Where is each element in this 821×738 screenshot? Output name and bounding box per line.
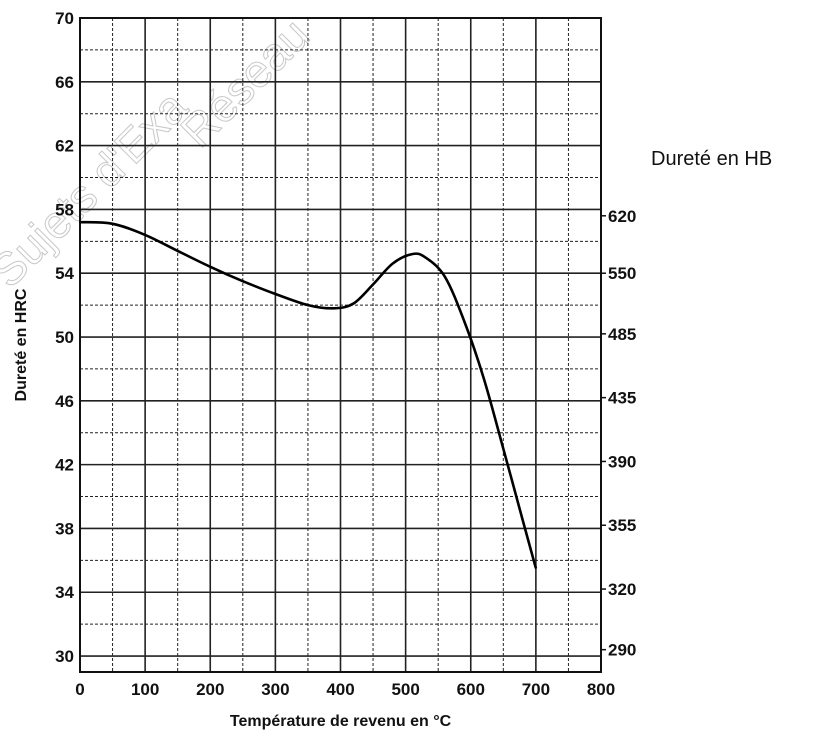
hb-tick-label: 320 (608, 580, 636, 599)
x-tick-label: 100 (131, 680, 159, 699)
data-point (144, 234, 146, 236)
data-point (352, 302, 355, 305)
x-tick-label: 500 (391, 680, 419, 699)
hb-tick-label: 435 (608, 389, 636, 408)
data-point (111, 222, 114, 225)
data-point (274, 293, 277, 295)
hb-tick-label: 355 (608, 516, 636, 535)
x-tick-labels: 0 100 200 300 400 500 600 700 800 (75, 680, 615, 699)
data-point (242, 280, 244, 282)
x-tick-label: 300 (261, 680, 289, 699)
y-tick-label: 54 (55, 264, 74, 283)
hb-tick-label: 550 (608, 264, 636, 283)
y-tick-label: 58 (55, 200, 74, 219)
y-tick-label: 70 (55, 9, 74, 28)
data-point (463, 320, 466, 322)
data-point (502, 447, 505, 450)
y-tick-label: 38 (55, 519, 74, 538)
series-layer (79, 220, 538, 570)
hb-tick-label: 485 (608, 325, 636, 344)
data-point (443, 275, 446, 278)
y-tick-label: 50 (55, 328, 74, 347)
data-point (391, 262, 394, 265)
y-tick-label: 62 (55, 137, 74, 156)
y-axis-title: Dureté en HRC (13, 288, 30, 401)
x-tick-label: 700 (522, 680, 550, 699)
watermark-text: Sujets d'Exa (0, 80, 197, 297)
y-tick-label: 30 (55, 647, 74, 666)
hb-tick-labels: 620 550 485 435 390 355 320 290 (601, 207, 636, 660)
data-point (209, 266, 212, 268)
y-tick-label: 34 (55, 583, 74, 602)
data-point (79, 221, 81, 223)
x-tick-label: 400 (326, 680, 354, 699)
hb-tick-label: 390 (608, 452, 636, 471)
x-axis-title: Température de revenu en °C (230, 713, 452, 730)
x-tick-label: 200 (196, 680, 224, 699)
y-tick-label: 42 (55, 456, 74, 475)
hb-tick-label: 290 (608, 641, 636, 660)
x-tick-label: 800 (587, 680, 615, 699)
y-tick-labels: 30 34 38 42 46 50 54 58 62 66 70 (55, 9, 74, 666)
x-tick-label: 0 (75, 680, 84, 699)
x-tick-label: 600 (457, 680, 485, 699)
data-point (411, 253, 413, 255)
data-point (535, 567, 537, 570)
hb-tick-label: 620 (608, 207, 636, 226)
data-point (176, 250, 179, 252)
data-point (522, 519, 524, 522)
data-point (424, 256, 426, 259)
chart-grid (80, 18, 601, 672)
data-point (307, 304, 309, 306)
data-point (333, 307, 335, 310)
data-point (482, 377, 485, 380)
watermark-text: Réseau (170, 8, 319, 157)
hb-axis-title: Dureté en HB (651, 148, 772, 170)
data-point (372, 283, 374, 286)
plot-frame (79, 17, 602, 673)
y-tick-label: 66 (55, 73, 74, 92)
y-tick-label: 46 (55, 392, 74, 411)
